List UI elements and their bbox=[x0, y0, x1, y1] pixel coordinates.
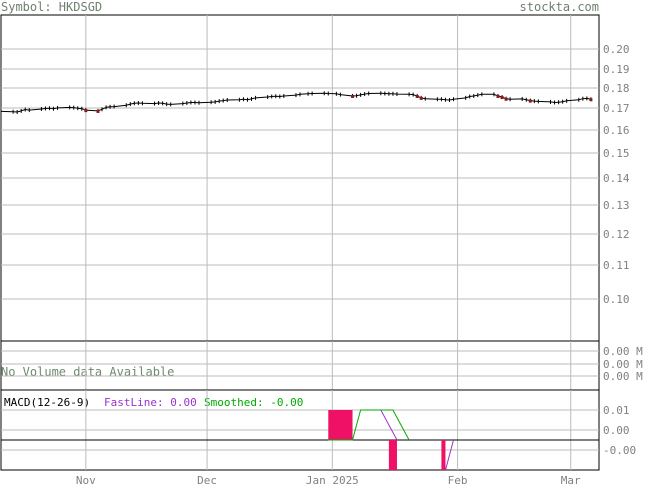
price-tick-label: 0.11 bbox=[603, 259, 630, 272]
price-tick-label: 0.13 bbox=[603, 199, 630, 212]
macd-fast-line bbox=[380, 409, 398, 441]
volume-tick-label: 0.00 M bbox=[603, 345, 643, 358]
macd-smoothed-line bbox=[328, 409, 410, 441]
down-candle bbox=[419, 96, 423, 100]
x-tick-label: Feb bbox=[448, 474, 468, 486]
no-volume-text: No Volume data Available bbox=[1, 365, 174, 379]
x-tick-label: Dec bbox=[197, 474, 217, 486]
down-candle bbox=[351, 94, 355, 98]
macd-histogram-bar bbox=[388, 440, 397, 470]
macd-panel: MACD(12-26-9) FastLine: 0.00 Smoothed: -… bbox=[0, 389, 636, 471]
down-candle bbox=[504, 97, 508, 101]
macd-tick-label: 0.01 bbox=[603, 404, 630, 417]
price-tick-label: 0.18 bbox=[603, 82, 630, 95]
price-tick-label: 0.14 bbox=[603, 172, 630, 185]
x-axis: Nov Dec Jan 2025 Feb Mar bbox=[76, 474, 581, 486]
price-tick-label: 0.20 bbox=[603, 43, 630, 56]
macd-label: MACD(12-26-9) bbox=[4, 396, 90, 409]
volume-tick-label: 0.00 M bbox=[603, 370, 643, 383]
macd-fast-line bbox=[445, 439, 454, 471]
volume-panel: No Volume data Available 0.00 M0.00 M0.0… bbox=[0, 340, 643, 391]
price-tick-label: 0.15 bbox=[603, 147, 630, 160]
macd-tick-label: -0.00 bbox=[603, 444, 636, 457]
price-tick-label: 0.16 bbox=[603, 124, 630, 137]
down-candle bbox=[528, 99, 532, 103]
macd-fastline-label: FastLine: 0.00 bbox=[104, 396, 197, 409]
macd-tick-label: 0.00 bbox=[603, 424, 630, 437]
x-tick-label: Nov bbox=[76, 474, 96, 486]
down-candle bbox=[84, 109, 88, 113]
symbol-label: Symbol: HKDSGD bbox=[1, 0, 102, 14]
volume-tick-label: 0.00 M bbox=[603, 358, 643, 371]
down-candle bbox=[96, 109, 100, 113]
down-candle bbox=[415, 94, 419, 98]
down-candle bbox=[589, 98, 593, 102]
down-candle bbox=[496, 94, 500, 98]
macd-smoothed-label: Smoothed: -0.00 bbox=[204, 396, 303, 409]
price-tick-label: 0.19 bbox=[603, 63, 630, 76]
site-label: stockta.com bbox=[520, 0, 599, 14]
x-tick-label: Mar bbox=[561, 474, 581, 486]
x-tick-label: Jan 2025 bbox=[306, 474, 359, 486]
price-panel: 0.20 0.19 0.18 0.17 0.16 0.15 0.14 0.13 0.12 0.11… bbox=[0, 14, 630, 342]
price-tick-label: 0.12 bbox=[603, 228, 630, 241]
price-tick-label: 0.17 bbox=[603, 102, 630, 115]
macd-histogram-bar bbox=[441, 440, 446, 470]
macd-histogram-bar bbox=[328, 410, 353, 440]
price-tick-label: 0.10 bbox=[603, 293, 630, 306]
down-candle bbox=[500, 96, 504, 100]
site-link[interactable]: stockta.com bbox=[520, 0, 599, 14]
